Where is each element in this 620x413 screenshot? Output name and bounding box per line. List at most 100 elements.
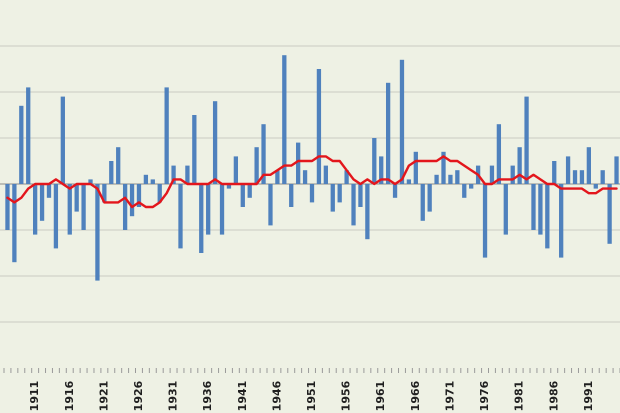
x-tick-label-1951: 1951 <box>305 381 318 412</box>
bar-1966 <box>413 151 418 184</box>
bar-1940 <box>233 156 239 184</box>
bar-1922 <box>109 161 114 184</box>
bar-1959 <box>365 184 370 240</box>
bar-1923 <box>116 147 121 184</box>
bar-1990 <box>579 170 585 184</box>
bar-1928 <box>150 179 155 184</box>
x-tick-label-1936: 1936 <box>201 380 214 411</box>
bar-1920 <box>95 184 100 281</box>
bar-1912 <box>39 184 45 221</box>
x-tick-label-1921: 1921 <box>97 381 110 412</box>
gridlines <box>0 45 620 323</box>
bar-1927 <box>143 174 149 184</box>
bar-1916 <box>67 184 72 235</box>
bar-1955 <box>337 184 342 203</box>
bar-1937 <box>212 101 218 184</box>
bar-1986 <box>552 161 557 184</box>
bar-1917 <box>74 184 79 212</box>
x-tick-label-1991: 1991 <box>582 381 595 412</box>
x-tick-label-1981: 1981 <box>513 381 526 412</box>
bar-1967 <box>420 184 425 221</box>
bar-1943 <box>254 147 259 184</box>
bar-1954 <box>330 184 335 212</box>
bar-1983 <box>531 184 536 230</box>
bar-1989 <box>572 170 578 184</box>
bar-1978 <box>496 124 502 184</box>
bar-1907 <box>5 184 10 230</box>
bar-1969 <box>434 174 439 184</box>
x-tick-label-1966: 1966 <box>409 380 422 411</box>
bar-1987 <box>559 184 564 258</box>
bar-1977 <box>489 165 495 184</box>
bar-1952 <box>316 69 322 184</box>
x-axis: 1911 1916 1921 1926 1931 1936 1941 1946 1951 1956… <box>3 368 620 412</box>
bar-1964 <box>399 59 405 184</box>
x-tick-label-1911: 1911 <box>28 381 41 412</box>
x-tick-label-1956: 1956 <box>340 380 353 411</box>
bar-1948 <box>289 184 294 207</box>
bar-1973 <box>462 184 467 198</box>
bar-1929 <box>157 184 162 203</box>
bar-1953 <box>323 165 328 184</box>
bar-1934 <box>192 115 197 184</box>
bar-1963 <box>392 184 398 198</box>
bar-1962 <box>385 82 391 184</box>
bar-1982 <box>524 96 529 184</box>
bar-1931 <box>171 165 176 184</box>
bar-1939 <box>226 184 232 189</box>
x-tick-label-1931: 1931 <box>167 381 180 412</box>
bar-1924 <box>122 184 128 230</box>
bar-1992 <box>593 184 598 189</box>
bar-1960 <box>372 138 377 184</box>
x-tick-label-1971: 1971 <box>443 381 456 412</box>
bar-1957 <box>351 184 356 226</box>
bar-1915 <box>60 96 65 184</box>
bar-1974 <box>469 184 474 189</box>
bar-1980 <box>510 165 515 184</box>
bar-1979 <box>503 184 508 235</box>
moving-average-series <box>6 155 618 209</box>
bar-1968 <box>427 184 432 212</box>
bar-1918 <box>81 184 86 230</box>
bar-1911 <box>33 184 38 235</box>
bar-1921 <box>102 184 107 203</box>
bar-1913 <box>46 184 52 198</box>
bar-1981 <box>517 147 522 184</box>
bar-1909 <box>19 105 24 184</box>
bar-1951 <box>309 184 315 203</box>
bar-1993 <box>600 170 605 184</box>
bar-1930 <box>164 87 169 184</box>
bar-1933 <box>185 165 190 184</box>
moving-average-line <box>6 155 618 209</box>
bar-1949 <box>296 142 301 184</box>
bar-1970 <box>441 151 446 184</box>
bar-1910 <box>26 87 31 184</box>
bar-1935 <box>199 184 204 253</box>
bar-1995 <box>614 156 619 184</box>
bar-1944 <box>261 124 266 184</box>
bar-1972 <box>455 170 460 184</box>
bar-1994 <box>607 184 612 244</box>
x-tick-label-1976: 1976 <box>478 380 491 411</box>
bar-1942 <box>247 184 252 198</box>
bar-1976 <box>482 184 488 258</box>
x-tick-label-1916: 1916 <box>63 380 76 411</box>
bar-1947 <box>282 55 287 185</box>
bar-1941 <box>240 184 245 207</box>
bar-1988 <box>565 156 571 184</box>
bar-1926 <box>136 184 142 207</box>
bar-1958 <box>358 184 363 207</box>
x-tick-label-1986: 1986 <box>547 380 560 411</box>
bar-1914 <box>53 184 59 249</box>
bar-1938 <box>219 184 225 235</box>
bar-1945 <box>268 184 273 226</box>
x-tick-label-1926: 1926 <box>132 380 145 411</box>
bar-1991 <box>586 147 591 184</box>
bar-1961 <box>379 156 384 184</box>
bar-1925 <box>129 184 135 217</box>
bar-1971 <box>448 174 453 184</box>
bar-series <box>5 55 619 281</box>
bar-1956 <box>344 170 349 184</box>
